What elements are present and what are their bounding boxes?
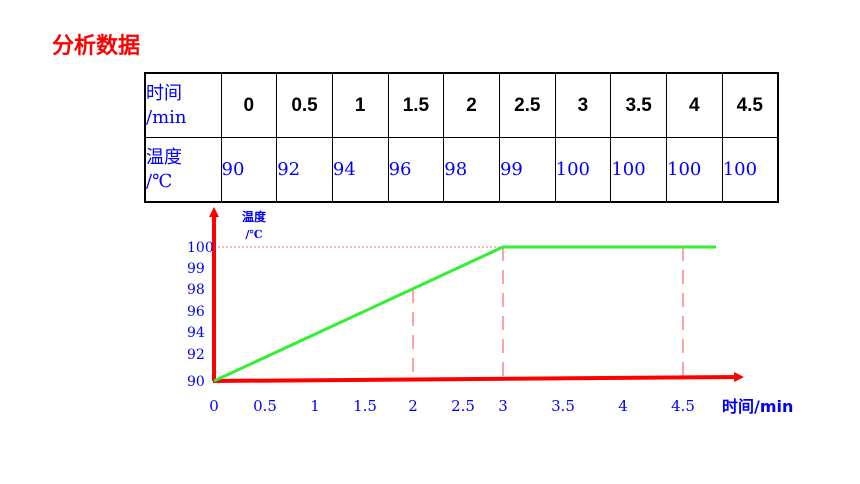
temp-cell: 100 <box>721 137 779 203</box>
y-tick-label: 96 <box>187 304 205 320</box>
x-tick-labels: 0 0.5 1 1.5 2 2.5 3 3.5 4 4.5 <box>209 397 695 415</box>
time-cell: 2.5 <box>498 72 556 138</box>
time-header-unit: /min <box>146 106 187 128</box>
guide-lines <box>214 246 684 379</box>
y-axis-unit: /℃ <box>245 228 262 241</box>
temp-cell: 99 <box>498 137 556 203</box>
y-tick-label: 100 <box>187 240 214 256</box>
temp-cell: 100 <box>666 137 723 203</box>
y-tick-label: 99 <box>187 261 205 277</box>
temp-header: 温度 /℃ <box>144 137 222 203</box>
series-line <box>213 245 716 383</box>
temp-header-unit: /℃ <box>146 170 173 192</box>
x-tick-label: 0.5 <box>253 397 277 415</box>
y-tick-label: 98 <box>187 282 205 298</box>
x-tick-label: 4 <box>618 397 628 415</box>
temp-header-label: 温度 <box>146 146 182 168</box>
y-tick-label: 92 <box>187 347 205 363</box>
temp-row: 温度 /℃ 90 92 94 96 98 99 100 100 100 100 <box>144 137 779 203</box>
y-tick-labels: 90 92 94 96 98 99 100 <box>187 240 214 390</box>
x-tick-label: 1.5 <box>353 397 377 415</box>
time-cell: 4 <box>666 72 723 138</box>
x-tick-label: 2 <box>408 397 418 415</box>
time-row: 时间 /min 0 0.5 1 1.5 2 2.5 3 3.5 4 4.5 <box>144 72 779 138</box>
y-tick-label: 90 <box>187 374 205 390</box>
temp-cell: 96 <box>387 137 445 203</box>
y-tick-label: 94 <box>187 325 205 341</box>
time-cell: 0.5 <box>276 72 333 138</box>
x-tick-label: 1 <box>310 397 320 415</box>
data-table: 时间 /min 0 0.5 1 1.5 2 2.5 3 3.5 4 4.5 温度… <box>144 72 779 203</box>
time-header-label: 时间 <box>146 82 182 104</box>
time-cell: 4.5 <box>721 72 779 138</box>
temp-cell: 100 <box>610 137 667 203</box>
time-cell: 3 <box>554 72 612 138</box>
x-tick-label: 2.5 <box>451 397 475 415</box>
temp-cell: 92 <box>276 137 333 203</box>
x-tick-label: 3.5 <box>551 397 575 415</box>
time-cell: 2 <box>443 72 500 138</box>
x-tick-label: 0 <box>209 397 219 415</box>
y-axis-label: 温度 <box>242 209 267 224</box>
x-tick-label: 4.5 <box>671 397 695 415</box>
temp-cell: 100 <box>554 137 612 203</box>
x-axis-label: 时间/min <box>722 397 793 416</box>
x-axis <box>212 372 744 383</box>
series-group <box>213 245 716 383</box>
time-header: 时间 /min <box>144 72 222 138</box>
time-cell: 3.5 <box>610 72 667 138</box>
time-cell: 1.5 <box>387 72 445 138</box>
x-tick-label: 3 <box>498 397 508 415</box>
temp-cell: 90 <box>220 137 278 203</box>
page-title: 分析数据 <box>52 34 141 59</box>
